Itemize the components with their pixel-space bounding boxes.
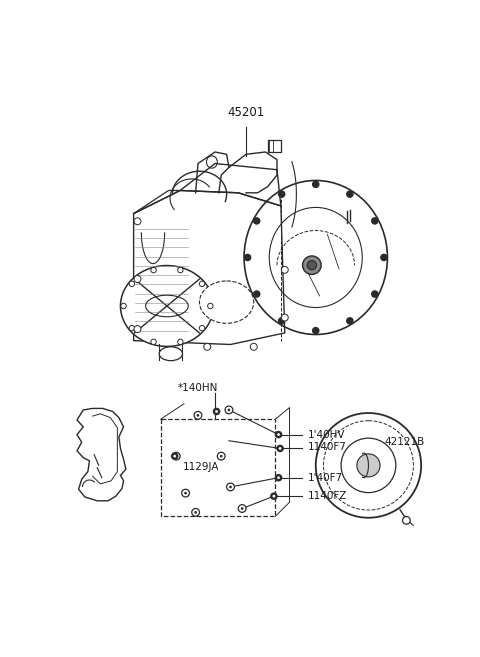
Circle shape [178,267,183,273]
Circle shape [228,409,230,411]
Circle shape [134,326,141,332]
Circle shape [253,218,260,224]
Polygon shape [77,409,126,501]
Circle shape [175,455,178,457]
Text: 1'40HV: 1'40HV [308,430,346,440]
Circle shape [281,314,288,321]
Circle shape [347,318,353,324]
Circle shape [172,453,178,459]
Circle shape [372,218,378,224]
Circle shape [194,411,202,419]
Circle shape [279,447,281,450]
Circle shape [178,339,183,344]
Circle shape [276,474,282,481]
Text: 42121B: 42121B [384,438,424,447]
Circle shape [281,266,288,273]
Text: *140HN: *140HN [178,383,218,393]
Circle shape [134,218,141,225]
Circle shape [197,414,199,417]
Circle shape [307,261,316,270]
Circle shape [372,291,378,297]
Circle shape [278,318,285,324]
Circle shape [214,409,220,415]
Circle shape [199,281,205,286]
Circle shape [227,483,234,491]
Circle shape [312,181,319,187]
Text: 45201: 45201 [228,106,264,119]
Circle shape [181,489,190,497]
Circle shape [278,191,285,197]
Circle shape [121,304,126,309]
Circle shape [277,433,280,436]
Circle shape [151,267,156,273]
Text: 1140FZ: 1140FZ [308,491,348,501]
Text: 1'40F7: 1'40F7 [308,472,343,483]
Circle shape [217,452,225,460]
Circle shape [192,509,200,516]
Circle shape [151,339,156,344]
Circle shape [316,413,421,518]
Ellipse shape [120,265,214,346]
Circle shape [381,254,387,261]
Circle shape [277,476,280,479]
Ellipse shape [159,347,182,361]
Text: 1140F7: 1140F7 [308,442,347,452]
Circle shape [347,191,353,197]
Circle shape [204,344,211,350]
Circle shape [229,486,232,488]
Circle shape [276,432,282,438]
Text: 1129JA: 1129JA [182,463,219,472]
Circle shape [271,493,277,499]
Circle shape [173,455,176,457]
Circle shape [273,495,276,497]
Circle shape [194,511,197,514]
Circle shape [184,491,187,495]
Circle shape [312,328,319,334]
Circle shape [302,256,321,275]
Circle shape [244,254,251,261]
Circle shape [129,325,134,331]
Circle shape [208,304,213,309]
Circle shape [199,325,205,331]
Circle shape [225,406,233,414]
Circle shape [134,275,141,283]
Circle shape [220,455,223,457]
Circle shape [403,516,410,524]
Ellipse shape [200,281,254,323]
Circle shape [241,507,243,510]
Circle shape [277,445,283,451]
Circle shape [215,410,218,413]
Circle shape [129,281,134,286]
Circle shape [250,344,257,350]
Circle shape [172,452,180,460]
Circle shape [238,505,246,512]
Circle shape [253,291,260,297]
Circle shape [357,454,380,477]
